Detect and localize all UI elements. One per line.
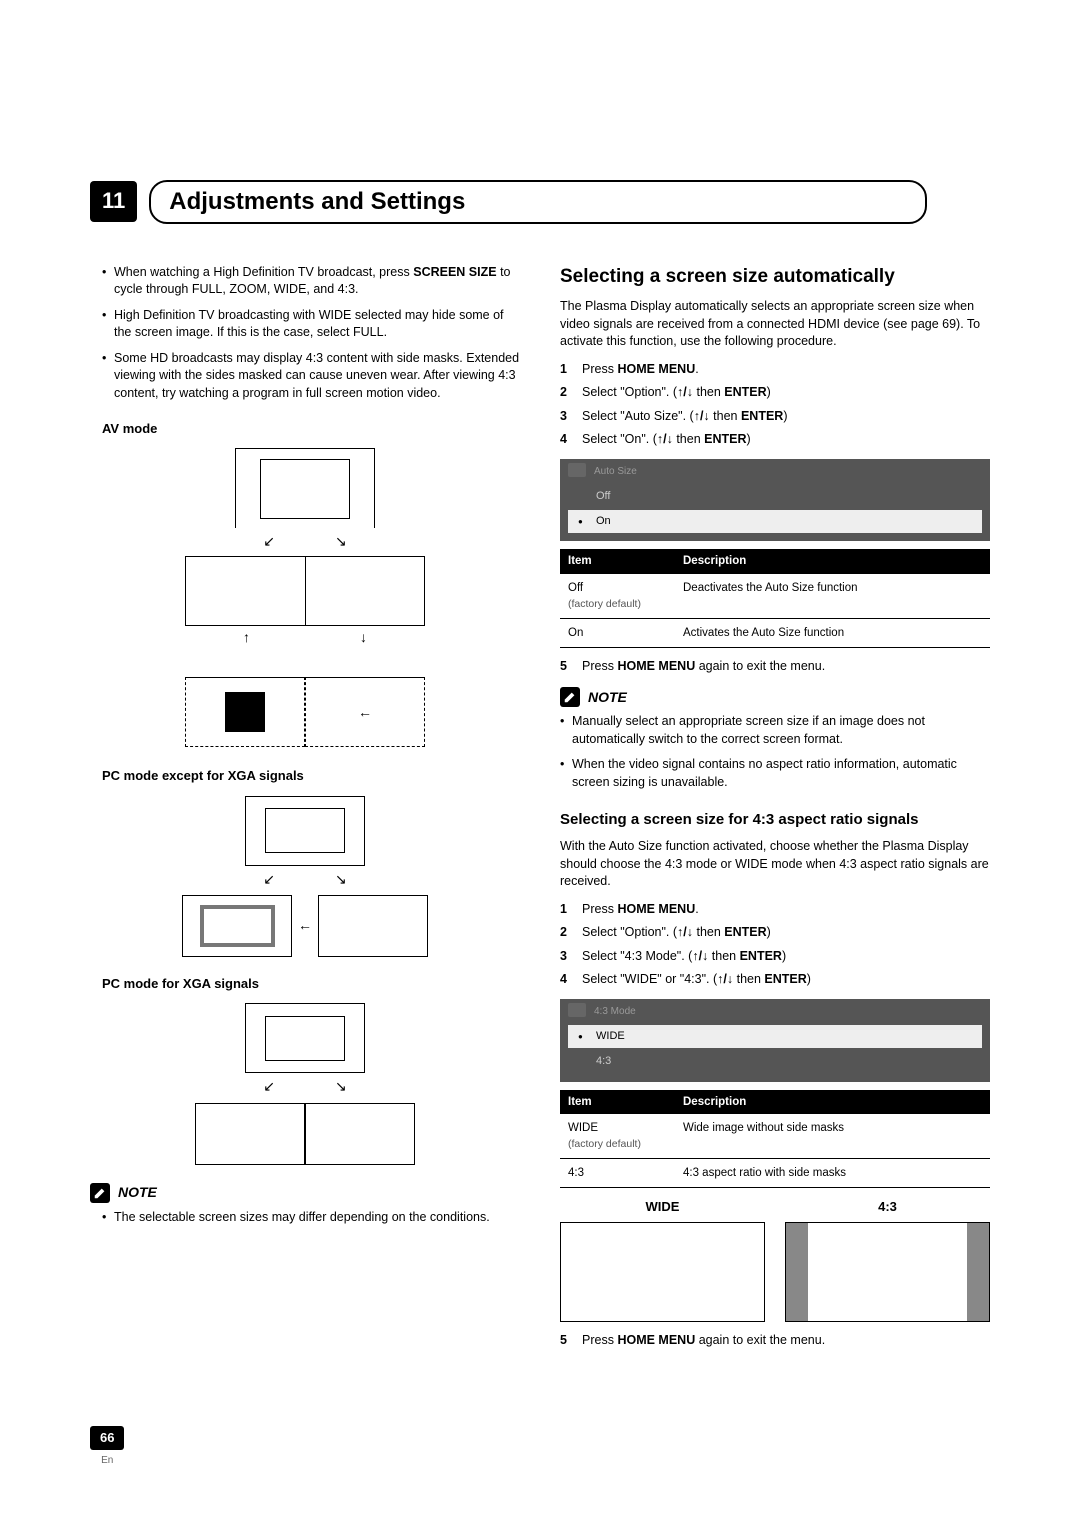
aspect-diagrams: WIDE 4:3 bbox=[560, 1198, 990, 1322]
pencil-icon bbox=[560, 687, 580, 707]
chapter-title: Adjustments and Settings bbox=[149, 180, 927, 224]
menu-item-off: Off bbox=[568, 485, 982, 508]
wide-label: WIDE bbox=[560, 1198, 765, 1216]
step-5b: 5Press HOME MENU again to exit the menu. bbox=[560, 1332, 990, 1350]
left-column: When watching a High Definition TV broad… bbox=[90, 264, 520, 1360]
auto-size-steps: 1Press HOME MENU. 2Select "Option". (↑/↓… bbox=[560, 361, 990, 449]
fourthree-table: ItemDescription WIDE(factory default)Wid… bbox=[560, 1090, 990, 1188]
note-label: NOTE bbox=[588, 688, 627, 708]
list-item: The selectable screen sizes may differ d… bbox=[102, 1209, 520, 1227]
menu-item-on: On bbox=[568, 510, 982, 533]
right-column: Selecting a screen size automatically Th… bbox=[560, 264, 990, 1360]
auto-size-table: ItemDescription Off(factory default)Deac… bbox=[560, 549, 990, 647]
menu-item-fourthree: 4:3 bbox=[568, 1050, 982, 1073]
menu-title: Auto Size bbox=[560, 461, 990, 483]
page-footer: 66 En bbox=[90, 1426, 124, 1468]
language-code: En bbox=[90, 1454, 124, 1468]
chapter-header: 11 Adjustments and Settings bbox=[90, 180, 990, 224]
fourthree-label: 4:3 bbox=[785, 1198, 990, 1216]
page-number: 66 bbox=[90, 1426, 124, 1450]
fourthree-menu: 4:3 Mode WIDE 4:3 bbox=[560, 999, 990, 1082]
av-mode-diagram: ↙↘ ↑↓ ← bbox=[165, 448, 445, 747]
note-label: NOTE bbox=[118, 1183, 157, 1203]
note-header: NOTE bbox=[560, 687, 990, 707]
fourthree-steps: 1Press HOME MENU. 2Select "Option". (↑/↓… bbox=[560, 901, 990, 989]
hd-notes-list: When watching a High Definition TV broad… bbox=[102, 264, 520, 403]
note-list: The selectable screen sizes may differ d… bbox=[102, 1209, 520, 1227]
av-mode-heading: AV mode bbox=[102, 420, 520, 438]
auto-size-notes: Manually select an appropriate screen si… bbox=[560, 713, 990, 791]
step-5a: 5Press HOME MENU again to exit the menu. bbox=[560, 658, 990, 676]
note-header: NOTE bbox=[90, 1183, 520, 1203]
fourthree-intro: With the Auto Size function activated, c… bbox=[560, 838, 990, 891]
auto-size-heading: Selecting a screen size automatically bbox=[560, 264, 990, 291]
auto-size-intro: The Plasma Display automatically selects… bbox=[560, 298, 990, 351]
list-item: When watching a High Definition TV broad… bbox=[102, 264, 520, 299]
menu-item-wide: WIDE bbox=[568, 1025, 982, 1048]
pc-mode-diagram: ↙↘ ← bbox=[175, 796, 435, 958]
pencil-icon bbox=[90, 1183, 110, 1203]
list-item: Manually select an appropriate screen si… bbox=[560, 713, 990, 748]
fourthree-box bbox=[785, 1222, 990, 1322]
wide-box bbox=[560, 1222, 765, 1322]
list-item: High Definition TV broadcasting with WID… bbox=[102, 307, 520, 342]
fourthree-heading: Selecting a screen size for 4:3 aspect r… bbox=[560, 809, 990, 830]
auto-size-menu: Auto Size Off On bbox=[560, 459, 990, 542]
pc-xga-heading: PC mode for XGA signals bbox=[102, 975, 520, 993]
list-item: When the video signal contains no aspect… bbox=[560, 756, 990, 791]
pc-xga-diagram: ↙↘ bbox=[175, 1003, 435, 1165]
pc-mode-heading: PC mode except for XGA signals bbox=[102, 767, 520, 785]
menu-title: 4:3 Mode bbox=[560, 1001, 990, 1023]
list-item: Some HD broadcasts may display 4:3 conte… bbox=[102, 350, 520, 403]
chapter-number: 11 bbox=[90, 181, 137, 222]
